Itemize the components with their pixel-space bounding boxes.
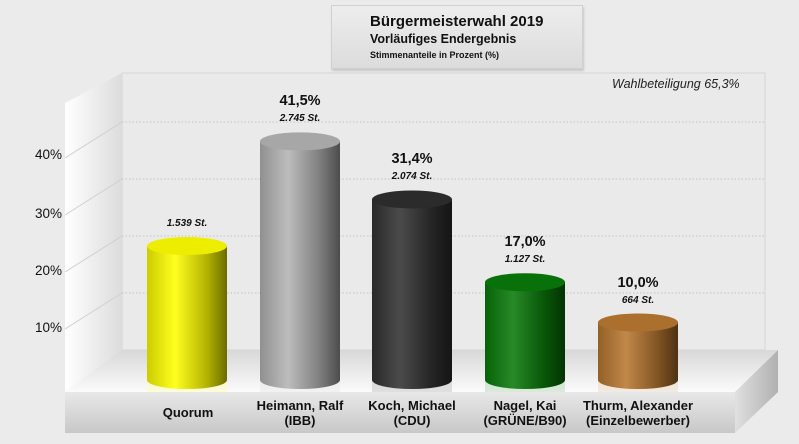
bar xyxy=(260,141,340,389)
y-tick-label: 30% xyxy=(34,206,62,221)
side-gridline xyxy=(64,121,123,159)
votes-label: 1.539 St. xyxy=(166,218,208,230)
votes-label: 2.074 St. xyxy=(391,171,433,183)
bar xyxy=(485,282,565,389)
value-label: 41,5% xyxy=(279,93,321,110)
category-label: Koch, Michael (CDU) xyxy=(368,398,456,428)
bar-top xyxy=(598,313,678,332)
side-gridline xyxy=(64,178,123,216)
bar-top xyxy=(260,132,340,151)
bar-top xyxy=(485,273,565,292)
y-tick-label: 40% xyxy=(34,147,62,162)
y-tick-label: 20% xyxy=(34,263,62,278)
chart-subtitle: Vorläufiges Endergebnis xyxy=(370,32,517,46)
category-label: Nagel, Kai (GRÜNE/B90) xyxy=(483,398,567,428)
value-label: 10,0% xyxy=(617,274,659,291)
votes-label: 2.745 St. xyxy=(279,113,321,125)
side-wall xyxy=(65,73,122,392)
category-strip xyxy=(65,392,735,433)
title-box: Bürgermeisterwahl 2019 Vorläufiges Ender… xyxy=(331,5,583,69)
category-label: Thurm, Alexander (Einzelbewerber) xyxy=(582,398,694,428)
y-tick-label: 10% xyxy=(34,320,62,335)
bar xyxy=(147,246,227,389)
floor-right-side xyxy=(735,350,778,433)
chart-title: Bürgermeisterwahl 2019 xyxy=(370,13,544,30)
bar xyxy=(372,199,452,389)
votes-label: 1.127 St. xyxy=(504,254,546,266)
category-label: Quorum xyxy=(162,405,214,420)
bar-top xyxy=(147,237,227,256)
side-gridline xyxy=(64,235,123,273)
turnout-annotation: Wahlbeteiligung 65,3% xyxy=(612,77,740,91)
category-label: Heimann, Ralf (IBB) xyxy=(256,398,344,428)
votes-label: 664 St. xyxy=(621,294,655,306)
value-label: 31,4% xyxy=(391,151,433,168)
bar xyxy=(598,322,678,389)
y-axis-label: Stimmenanteile in Prozent (%) xyxy=(370,50,500,60)
bar-top xyxy=(372,190,452,209)
value-label: 17,0% xyxy=(504,234,546,251)
side-gridline xyxy=(64,292,123,330)
